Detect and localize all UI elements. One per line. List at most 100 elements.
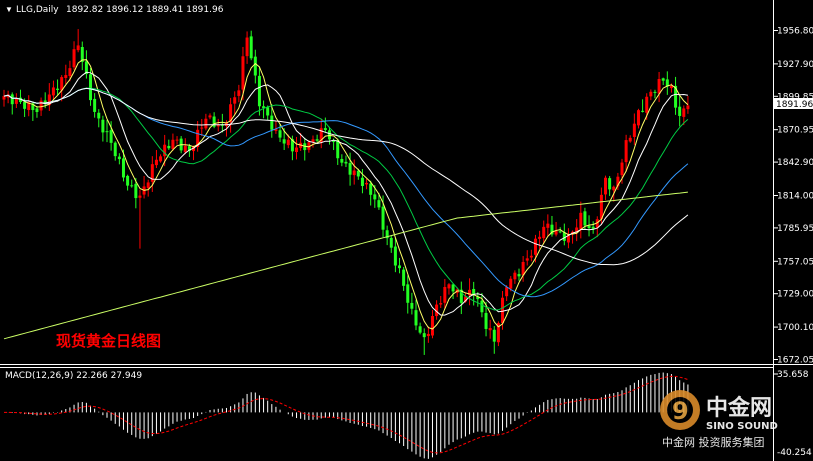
candle-body (447, 284, 451, 289)
candle-body (56, 88, 60, 90)
candle-body (665, 79, 669, 87)
candle-body (377, 200, 381, 208)
macd-signal-line (4, 375, 689, 454)
candle-body (435, 304, 439, 317)
candle-body (575, 227, 579, 233)
candle-body (323, 128, 327, 130)
candle-body (39, 100, 43, 111)
candle-body (183, 145, 187, 153)
candle-body (68, 68, 72, 76)
candle-body (175, 139, 179, 141)
candle-body (187, 146, 191, 151)
candle-body (653, 91, 657, 93)
candle-body (47, 94, 51, 106)
candle-body (315, 139, 319, 141)
candle-body (496, 323, 500, 343)
candle-body (682, 108, 686, 117)
candle-body (476, 296, 480, 300)
candle-body (43, 100, 47, 105)
price-tick-label: 1899.85 (777, 92, 813, 102)
candle-body (336, 140, 340, 159)
macd-axis-top: 35.658 (777, 370, 809, 380)
candle-body (278, 130, 282, 138)
candle-body (587, 225, 591, 229)
candle-body (18, 97, 22, 103)
candle-body (365, 182, 369, 185)
candle-body (525, 258, 529, 261)
candle-body (348, 163, 352, 175)
candle-body (430, 315, 434, 336)
candle-body (290, 139, 294, 152)
candle-body (126, 175, 130, 186)
candle-body (196, 129, 200, 148)
candle-body (636, 110, 640, 126)
ma10-line (3, 71, 688, 316)
candle-body (426, 333, 430, 337)
candle-body (459, 289, 463, 303)
candle-body (109, 130, 113, 143)
candle-body (591, 226, 595, 229)
candles-layer (2, 29, 690, 355)
candle-body (262, 106, 266, 108)
candle-body (385, 230, 389, 239)
candle-body (562, 232, 566, 241)
candle-body (241, 56, 245, 90)
candle-body (398, 265, 402, 269)
watermark-sub: 中金网 投资服务集团 (662, 435, 765, 449)
candle-body (661, 78, 665, 81)
candle-body (422, 333, 426, 338)
candle-body (154, 159, 158, 166)
moving-averages-layer (3, 59, 689, 340)
price-tick-label: 1700.10 (777, 323, 813, 333)
candle-body (344, 161, 348, 164)
candle-body (14, 98, 18, 104)
candle-body (146, 182, 150, 189)
candle-body (599, 194, 603, 219)
candle-body (402, 269, 406, 286)
candle-body (212, 116, 216, 127)
candle-body (529, 255, 533, 258)
candle-body (439, 303, 443, 305)
candle-body (138, 195, 142, 198)
candle-body (501, 297, 505, 324)
ma5-line (3, 59, 689, 330)
candle-body (521, 261, 525, 276)
triangle-icon: ▼ (5, 5, 13, 14)
candle-body (509, 278, 513, 289)
symbol-label: LLG,Daily (16, 5, 59, 15)
candle-body (381, 206, 385, 230)
candle-body (566, 234, 570, 243)
candle-body (542, 226, 546, 239)
ma200-line (3, 191, 688, 340)
candle-body (484, 312, 488, 329)
candle-body (216, 124, 220, 127)
ma60-line (3, 87, 689, 266)
candle-body (150, 164, 154, 182)
candle-body (360, 177, 364, 186)
candle-body (282, 139, 286, 144)
candle-body (76, 45, 80, 51)
candle-body (93, 98, 97, 112)
price-tick-label: 1729.00 (777, 290, 813, 300)
candle-body (167, 145, 171, 149)
candle-body (266, 107, 270, 116)
candle-body (612, 186, 616, 191)
candle-body (418, 326, 422, 333)
svg-text:9: 9 (672, 397, 689, 425)
price-axis-labels: 1956.80 1927.90 1899.85 1870.95 1842.90 1814.… (773, 27, 813, 366)
candle-body (389, 237, 393, 248)
candle-body (31, 103, 35, 111)
ma20-line (3, 87, 689, 311)
candle-body (657, 78, 661, 94)
candle-body (113, 142, 117, 157)
candle-body (27, 102, 31, 111)
candle-body (245, 37, 249, 57)
sino-sound-watermark: 9 中金网 SINO SOUND 中金网 投资服务集团 (660, 390, 778, 449)
macd-axis-bottom: -40.254 (777, 448, 812, 458)
candle-body (171, 139, 175, 150)
candle-body (60, 77, 64, 91)
candle-body (624, 140, 628, 163)
candle-body (488, 328, 492, 331)
candle-body (632, 123, 636, 137)
